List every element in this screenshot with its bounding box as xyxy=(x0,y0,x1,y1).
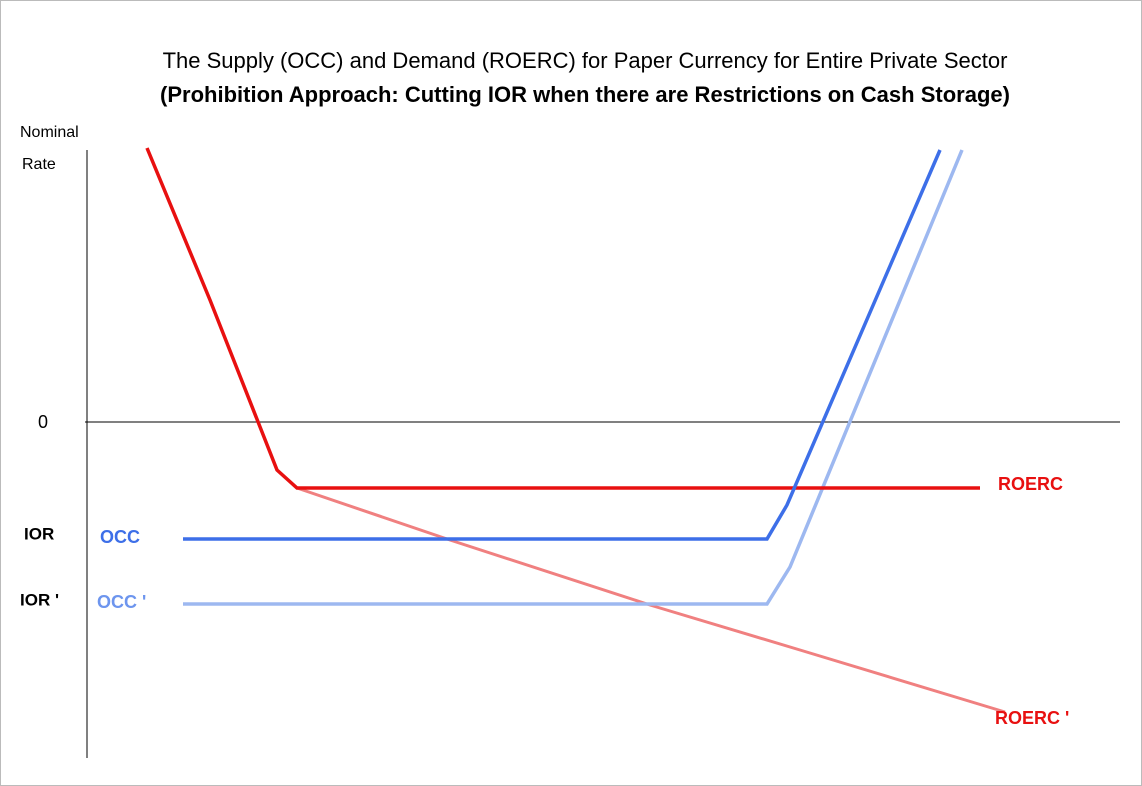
ior-label: IOR xyxy=(24,524,54,543)
y-axis-label: Nominal xyxy=(20,124,79,141)
ior-new-label: IOR ' xyxy=(20,590,59,609)
roerc-new-label: ROERC ' xyxy=(995,708,1069,728)
zero-label: 0 xyxy=(38,412,48,432)
occ-label: OCC xyxy=(100,527,140,547)
occ-new-curve xyxy=(183,149,964,606)
roerc-curve xyxy=(145,147,980,490)
y-axis-label: Rate xyxy=(22,156,56,173)
occ-new-label: OCC ' xyxy=(97,592,146,612)
roerc-label: ROERC xyxy=(998,474,1063,494)
title-line1: The Supply (OCC) and Demand (ROERC) for … xyxy=(163,48,1008,73)
occ-curve xyxy=(183,149,942,541)
title-line2: (Prohibition Approach: Cutting IOR when … xyxy=(160,82,1010,107)
